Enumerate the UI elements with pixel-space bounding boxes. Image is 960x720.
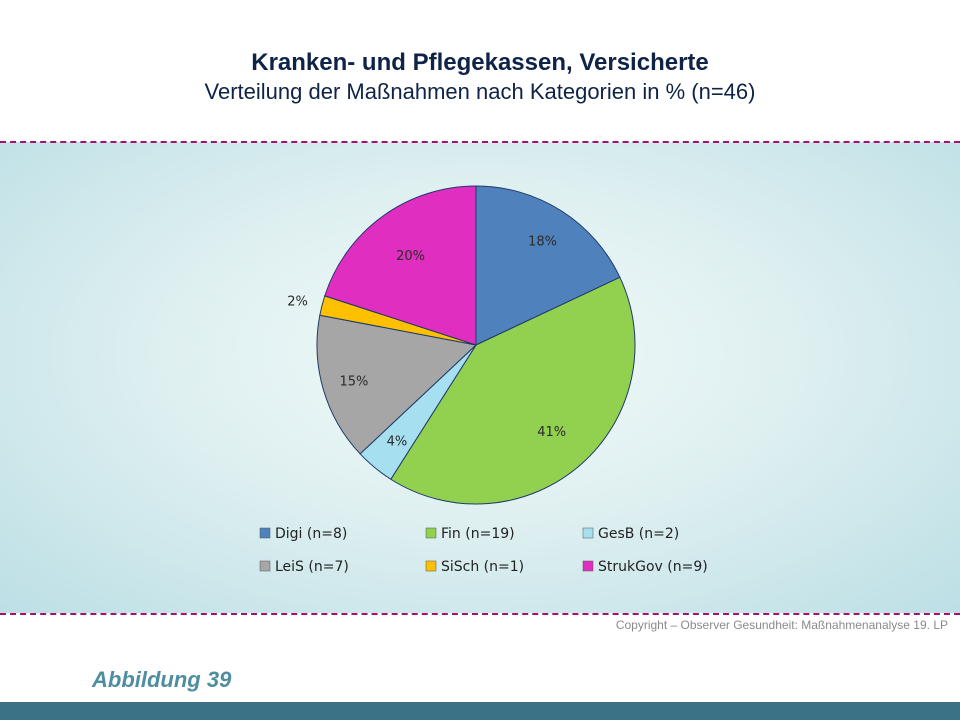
legend-label-strukgov: StrukGov (n=9)	[598, 559, 708, 575]
data-label-fin: 41%	[537, 425, 566, 440]
legend-swatch-leis	[259, 560, 271, 572]
pie-slice-leis	[316, 314, 478, 455]
data-label-sisch: 2%	[287, 295, 308, 310]
pie-data-labels: 18% 41% 4% 15% 2% 20%	[287, 234, 566, 449]
chart-title-block: Kranken- und Pflegekassen, Versicherte V…	[0, 48, 960, 106]
figure-label: Abbildung 39	[92, 667, 232, 692]
data-label-digi: 18%	[528, 234, 557, 249]
legend-swatch-gesb	[582, 527, 594, 539]
legend-label-digi: Digi (n=8)	[275, 526, 347, 542]
chart-legend: Digi (n=8) Fin (n=19) GesB (n=2) LeiS (n=7)…	[259, 526, 708, 575]
chart-title: Kranken- und Pflegekassen, Versicherte	[251, 49, 709, 76]
pie-slice-digi	[475, 185, 621, 346]
top-dashed-divider	[0, 141, 960, 143]
legend-label-leis: LeiS (n=7)	[275, 559, 349, 575]
data-label-leis: 15%	[339, 375, 368, 390]
footer-bar	[0, 702, 960, 720]
data-label-gesb: 4%	[387, 435, 408, 450]
chart-subtitle: Verteilung der Maßnahmen nach Kategorien…	[204, 79, 756, 104]
legend-label-gesb: GesB (n=2)	[598, 526, 679, 542]
legend-swatch-sisch	[425, 560, 437, 572]
legend-label-sisch: SiSch (n=1)	[441, 559, 524, 575]
legend-swatch-fin	[425, 527, 437, 539]
pie-slice-strukgov	[324, 185, 477, 346]
pie-slice-fin	[390, 276, 636, 505]
data-label-strukgov: 20%	[396, 249, 425, 264]
legend-label-fin: Fin (n=19)	[441, 526, 515, 542]
pie-slices	[316, 185, 636, 505]
bottom-dashed-divider	[0, 613, 960, 615]
legend-swatch-digi	[259, 527, 271, 539]
legend-swatch-strukgov	[582, 560, 594, 572]
copyright-note: Copyright – Observer Gesundheit: Maßnahm…	[615, 618, 948, 632]
